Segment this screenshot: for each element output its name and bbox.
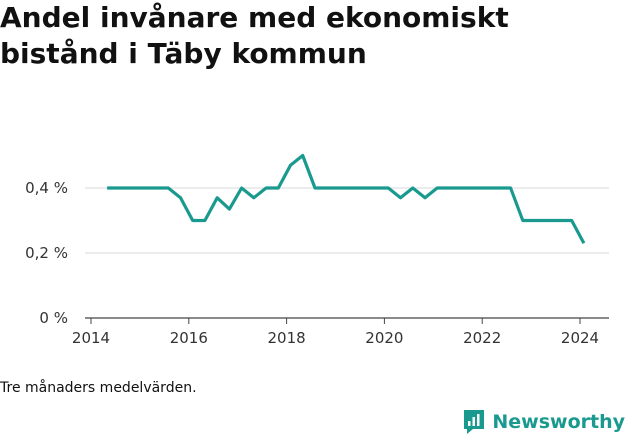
newsworthy-logo-icon (464, 410, 485, 434)
y-tick-label: 0,2 % (25, 244, 68, 262)
x-tick-label: 2014 (72, 329, 110, 347)
axis-layer: 0 % 0,2 % 0,4 % 2014 2016 2018 2020 2022 2024 (25, 179, 599, 347)
chart-title: Andel invånare med ekonomiskt bistånd i … (0, 1, 509, 70)
grid-layer (85, 187, 609, 319)
x-tick-label: 2018 (268, 329, 306, 347)
y-tick-label: 0 % (39, 309, 68, 327)
x-tick-label: 2020 (365, 329, 403, 347)
chart-note: Tre månaders medelvärden. (0, 380, 197, 396)
series-line (107, 153, 586, 245)
y-tick-label: 0,4 % (25, 179, 68, 197)
x-tick-label: 2016 (170, 329, 208, 347)
x-tick-label: 2022 (463, 329, 501, 347)
brand-name: Newsworthy (492, 411, 625, 433)
newsworthy-brand: Newsworthy (462, 409, 625, 435)
x-tick-label: 2024 (561, 329, 599, 347)
line-layer (107, 153, 586, 245)
